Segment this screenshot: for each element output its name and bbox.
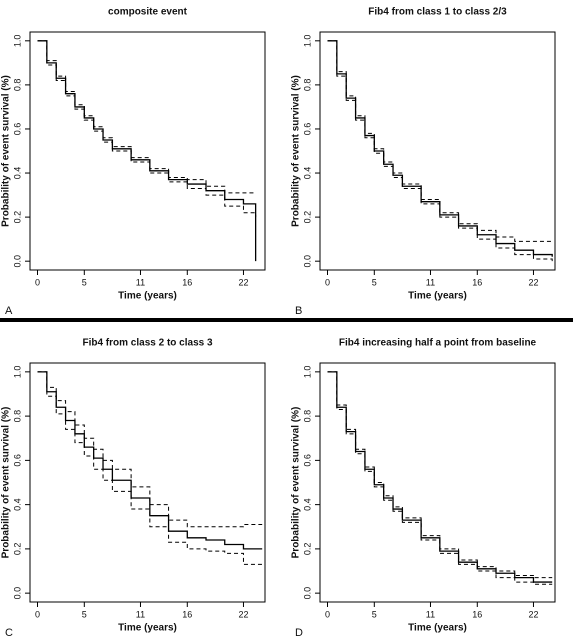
x-tick-label: 16 <box>182 277 192 287</box>
panel-label: D <box>295 627 303 639</box>
survival-line <box>327 371 553 583</box>
y-axis-label: Probability of event survival (%) <box>1 75 12 227</box>
y-tick-label: 0.6 <box>12 123 22 136</box>
x-tick-label: 5 <box>82 609 87 619</box>
panel-label: C <box>5 627 13 639</box>
ci-line <box>37 371 263 565</box>
y-tick-label: 0.2 <box>302 211 312 224</box>
y-tick-label: 1.0 <box>12 35 22 48</box>
y-tick-label: 0.8 <box>12 410 22 423</box>
x-tick-label: 11 <box>426 277 435 287</box>
y-tick-label: 1.0 <box>12 366 22 379</box>
y-tick-label: 0.0 <box>302 587 312 600</box>
separator <box>0 318 573 322</box>
plot-frame <box>319 362 556 603</box>
survival-line <box>37 40 257 262</box>
x-axis-label: Time (years) <box>118 623 177 634</box>
plot-frame <box>29 31 266 271</box>
y-tick-label: 0.2 <box>12 211 22 224</box>
ci-line <box>327 40 553 262</box>
y-tick-label: 0.4 <box>12 498 22 511</box>
x-tick-label: 22 <box>238 609 248 619</box>
x-tick-label: 0 <box>325 277 330 287</box>
x-tick-label: 5 <box>372 277 377 287</box>
y-tick-label: 0.0 <box>12 587 22 600</box>
y-tick-label: 0.6 <box>302 454 312 467</box>
x-axis-label: Time (years) <box>408 291 467 302</box>
x-axis-label: Time (years) <box>118 291 177 302</box>
x-tick-label: 16 <box>472 609 482 619</box>
chart-title: composite event <box>108 7 188 18</box>
y-tick-label: 0.8 <box>302 79 312 92</box>
panel-label: B <box>295 305 302 317</box>
x-tick-label: 0 <box>35 277 40 287</box>
y-tick-label: 1.0 <box>302 366 312 379</box>
ci-line <box>327 40 553 242</box>
ci-line <box>327 371 553 579</box>
survival-line <box>327 40 553 257</box>
x-tick-label: 5 <box>372 609 377 619</box>
plot-frame <box>319 31 556 271</box>
y-tick-label: 0.6 <box>302 123 312 136</box>
x-tick-label: 16 <box>472 277 482 287</box>
x-tick-label: 11 <box>136 277 145 287</box>
y-tick-label: 0.8 <box>12 79 22 92</box>
x-tick-label: 22 <box>528 277 538 287</box>
y-tick-label: 0.0 <box>12 255 22 268</box>
x-axis-label: Time (years) <box>408 623 467 634</box>
chart-title: Fib4 from class 1 to class 2/3 <box>368 7 507 18</box>
chart-title: Fib4 increasing half a point from baseli… <box>339 338 537 349</box>
chart-title: Fib4 from class 2 to class 3 <box>82 338 212 349</box>
y-tick-label: 0.6 <box>12 454 22 467</box>
x-tick-label: 22 <box>238 277 248 287</box>
y-tick-label: 0.0 <box>302 255 312 268</box>
x-tick-label: 5 <box>82 277 87 287</box>
y-tick-label: 0.2 <box>302 543 312 556</box>
y-axis-label: Probability of event survival (%) <box>1 407 12 559</box>
x-tick-label: 0 <box>35 609 40 619</box>
x-tick-label: 16 <box>182 609 192 619</box>
y-axis-label: Probability of event survival (%) <box>291 407 302 559</box>
ci-line <box>37 40 256 194</box>
y-tick-label: 0.8 <box>302 410 312 423</box>
y-tick-label: 0.2 <box>12 543 22 556</box>
x-tick-label: 0 <box>325 609 330 619</box>
x-tick-label: 11 <box>136 609 145 619</box>
panel-label: A <box>5 305 13 317</box>
ci-line <box>327 371 553 585</box>
y-tick-label: 1.0 <box>302 35 312 48</box>
x-tick-label: 22 <box>528 609 538 619</box>
y-axis-label: Probability of event survival (%) <box>291 75 302 227</box>
plot-frame <box>29 362 266 603</box>
y-tick-label: 0.4 <box>302 167 312 180</box>
y-tick-label: 0.4 <box>12 167 22 180</box>
y-tick-label: 0.4 <box>302 498 312 511</box>
x-tick-label: 11 <box>426 609 435 619</box>
